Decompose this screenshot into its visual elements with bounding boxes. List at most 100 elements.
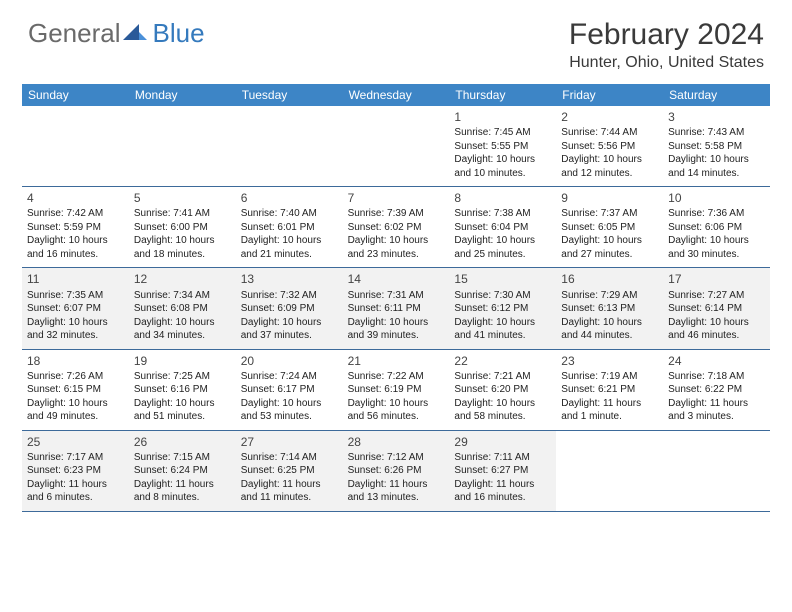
day-header: Saturday bbox=[663, 84, 770, 106]
day1-text: Daylight: 10 hours bbox=[134, 316, 231, 330]
calendar-cell-empty bbox=[236, 106, 343, 186]
sunset-text: Sunset: 6:08 PM bbox=[134, 302, 231, 316]
calendar-cell: 12Sunrise: 7:34 AMSunset: 6:08 PMDayligh… bbox=[129, 268, 236, 348]
calendar-body: 1Sunrise: 7:45 AMSunset: 5:55 PMDaylight… bbox=[22, 106, 770, 512]
day-number: 14 bbox=[348, 271, 445, 287]
calendar-cell: 7Sunrise: 7:39 AMSunset: 6:02 PMDaylight… bbox=[343, 187, 450, 267]
calendar-cell: 17Sunrise: 7:27 AMSunset: 6:14 PMDayligh… bbox=[663, 268, 770, 348]
calendar-cell: 27Sunrise: 7:14 AMSunset: 6:25 PMDayligh… bbox=[236, 431, 343, 511]
day1-text: Daylight: 10 hours bbox=[454, 153, 551, 167]
day-number: 29 bbox=[454, 434, 551, 450]
day-number: 4 bbox=[27, 190, 124, 206]
calendar-week: 18Sunrise: 7:26 AMSunset: 6:15 PMDayligh… bbox=[22, 350, 770, 431]
day2-text: and 13 minutes. bbox=[348, 491, 445, 505]
calendar-cell: 4Sunrise: 7:42 AMSunset: 5:59 PMDaylight… bbox=[22, 187, 129, 267]
day1-text: Daylight: 11 hours bbox=[561, 397, 658, 411]
day1-text: Daylight: 10 hours bbox=[241, 234, 338, 248]
sunrise-text: Sunrise: 7:41 AM bbox=[134, 207, 231, 221]
day1-text: Daylight: 11 hours bbox=[27, 478, 124, 492]
day1-text: Daylight: 10 hours bbox=[27, 316, 124, 330]
day-number: 21 bbox=[348, 353, 445, 369]
day1-text: Daylight: 10 hours bbox=[454, 234, 551, 248]
calendar-cell-empty bbox=[556, 431, 663, 511]
day1-text: Daylight: 10 hours bbox=[668, 316, 765, 330]
day-number: 12 bbox=[134, 271, 231, 287]
day-number: 8 bbox=[454, 190, 551, 206]
day1-text: Daylight: 10 hours bbox=[134, 234, 231, 248]
day2-text: and 27 minutes. bbox=[561, 248, 658, 262]
day1-text: Daylight: 10 hours bbox=[348, 397, 445, 411]
sunrise-text: Sunrise: 7:27 AM bbox=[668, 289, 765, 303]
day1-text: Daylight: 10 hours bbox=[241, 397, 338, 411]
day-header-row: SundayMondayTuesdayWednesdayThursdayFrid… bbox=[22, 84, 770, 106]
day2-text: and 39 minutes. bbox=[348, 329, 445, 343]
sunset-text: Sunset: 6:01 PM bbox=[241, 221, 338, 235]
calendar-cell: 15Sunrise: 7:30 AMSunset: 6:12 PMDayligh… bbox=[449, 268, 556, 348]
day1-text: Daylight: 11 hours bbox=[134, 478, 231, 492]
calendar-cell: 14Sunrise: 7:31 AMSunset: 6:11 PMDayligh… bbox=[343, 268, 450, 348]
day-number: 27 bbox=[241, 434, 338, 450]
day-number: 28 bbox=[348, 434, 445, 450]
day2-text: and 46 minutes. bbox=[668, 329, 765, 343]
calendar-cell: 19Sunrise: 7:25 AMSunset: 6:16 PMDayligh… bbox=[129, 350, 236, 430]
day1-text: Daylight: 10 hours bbox=[27, 397, 124, 411]
day1-text: Daylight: 11 hours bbox=[348, 478, 445, 492]
day1-text: Daylight: 10 hours bbox=[134, 397, 231, 411]
day-number: 1 bbox=[454, 109, 551, 125]
calendar-cell: 9Sunrise: 7:37 AMSunset: 6:05 PMDaylight… bbox=[556, 187, 663, 267]
day2-text: and 14 minutes. bbox=[668, 167, 765, 181]
sunset-text: Sunset: 6:14 PM bbox=[668, 302, 765, 316]
day-number: 18 bbox=[27, 353, 124, 369]
sunrise-text: Sunrise: 7:26 AM bbox=[27, 370, 124, 384]
calendar-cell: 20Sunrise: 7:24 AMSunset: 6:17 PMDayligh… bbox=[236, 350, 343, 430]
day2-text: and 3 minutes. bbox=[668, 410, 765, 424]
day-number: 16 bbox=[561, 271, 658, 287]
calendar-cell: 25Sunrise: 7:17 AMSunset: 6:23 PMDayligh… bbox=[22, 431, 129, 511]
day-number: 23 bbox=[561, 353, 658, 369]
day-number: 13 bbox=[241, 271, 338, 287]
logo-sail-icon bbox=[123, 18, 147, 49]
calendar-cell: 24Sunrise: 7:18 AMSunset: 6:22 PMDayligh… bbox=[663, 350, 770, 430]
calendar-cell-empty bbox=[663, 431, 770, 511]
title-block: February 2024 Hunter, Ohio, United State… bbox=[569, 18, 764, 72]
logo: General Blue bbox=[28, 18, 205, 49]
day1-text: Daylight: 10 hours bbox=[561, 316, 658, 330]
calendar-cell: 22Sunrise: 7:21 AMSunset: 6:20 PMDayligh… bbox=[449, 350, 556, 430]
calendar-week: 1Sunrise: 7:45 AMSunset: 5:55 PMDaylight… bbox=[22, 106, 770, 187]
calendar-cell: 6Sunrise: 7:40 AMSunset: 6:01 PMDaylight… bbox=[236, 187, 343, 267]
day1-text: Daylight: 10 hours bbox=[27, 234, 124, 248]
sunset-text: Sunset: 5:59 PM bbox=[27, 221, 124, 235]
day1-text: Daylight: 10 hours bbox=[348, 234, 445, 248]
day2-text: and 8 minutes. bbox=[134, 491, 231, 505]
calendar-cell: 3Sunrise: 7:43 AMSunset: 5:58 PMDaylight… bbox=[663, 106, 770, 186]
sunrise-text: Sunrise: 7:40 AM bbox=[241, 207, 338, 221]
day2-text: and 58 minutes. bbox=[454, 410, 551, 424]
day-number: 22 bbox=[454, 353, 551, 369]
day2-text: and 1 minute. bbox=[561, 410, 658, 424]
sunset-text: Sunset: 6:22 PM bbox=[668, 383, 765, 397]
calendar-cell-empty bbox=[343, 106, 450, 186]
sunset-text: Sunset: 6:21 PM bbox=[561, 383, 658, 397]
calendar-cell: 28Sunrise: 7:12 AMSunset: 6:26 PMDayligh… bbox=[343, 431, 450, 511]
day-number: 2 bbox=[561, 109, 658, 125]
sunset-text: Sunset: 6:25 PM bbox=[241, 464, 338, 478]
logo-text-general: General bbox=[28, 18, 121, 49]
day2-text: and 23 minutes. bbox=[348, 248, 445, 262]
sunset-text: Sunset: 6:24 PM bbox=[134, 464, 231, 478]
day-header: Monday bbox=[129, 84, 236, 106]
day-number: 25 bbox=[27, 434, 124, 450]
day-number: 10 bbox=[668, 190, 765, 206]
sunrise-text: Sunrise: 7:43 AM bbox=[668, 126, 765, 140]
sunset-text: Sunset: 5:56 PM bbox=[561, 140, 658, 154]
day2-text: and 10 minutes. bbox=[454, 167, 551, 181]
day2-text: and 18 minutes. bbox=[134, 248, 231, 262]
day2-text: and 25 minutes. bbox=[454, 248, 551, 262]
day1-text: Daylight: 10 hours bbox=[561, 234, 658, 248]
day2-text: and 41 minutes. bbox=[454, 329, 551, 343]
day2-text: and 21 minutes. bbox=[241, 248, 338, 262]
day1-text: Daylight: 10 hours bbox=[668, 153, 765, 167]
location-text: Hunter, Ohio, United States bbox=[569, 54, 764, 72]
calendar-cell: 11Sunrise: 7:35 AMSunset: 6:07 PMDayligh… bbox=[22, 268, 129, 348]
header: General Blue February 2024 Hunter, Ohio,… bbox=[0, 0, 792, 76]
sunrise-text: Sunrise: 7:17 AM bbox=[27, 451, 124, 465]
